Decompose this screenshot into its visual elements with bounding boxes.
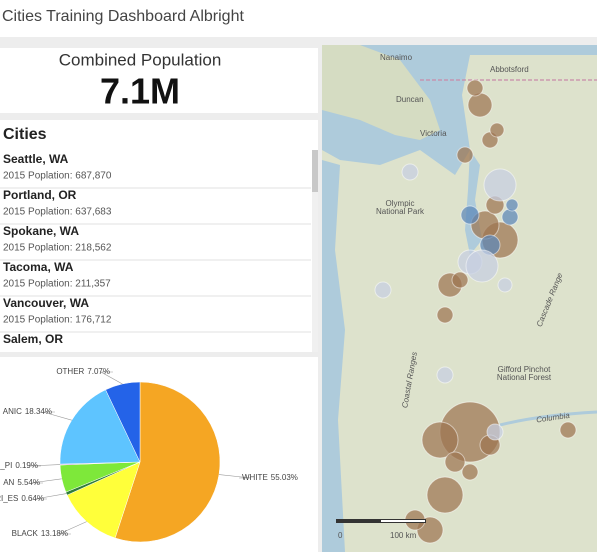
bubble: [467, 92, 493, 118]
indicator-title: Combined Population: [59, 50, 222, 69]
bubble: [436, 366, 454, 384]
bubble: [465, 249, 499, 283]
pie-label-category: OTHER: [56, 367, 84, 376]
pie-label-value: 0.64%: [21, 494, 44, 503]
leader-line: [58, 521, 87, 535]
indicator-panel: [0, 48, 318, 113]
pie-label-value: 18.34%: [25, 407, 52, 416]
bubble: [486, 423, 504, 441]
city-name: Tacoma, WA: [3, 260, 74, 274]
bubble: [444, 451, 466, 473]
city-name: Vancouver, WA: [3, 296, 89, 310]
scrollbar-thumb[interactable]: [312, 150, 318, 192]
pie-label-value: 0.19%: [15, 461, 38, 470]
leader-line: [34, 493, 67, 500]
island: [322, 45, 440, 140]
pie-label-value: 55.03%: [271, 473, 298, 482]
map-label: National Park: [376, 207, 425, 216]
map-label: National Forest: [497, 373, 552, 382]
pie-label: OTHER 7.07%: [56, 367, 110, 376]
map-label: Abbotsford: [490, 65, 529, 74]
pie-label-category: RI_ES: [0, 494, 18, 503]
pie-label: _PI 0.19%: [0, 461, 38, 470]
pie-label: BLACK 13.18%: [12, 529, 68, 538]
list-panel: [0, 120, 318, 352]
pie-label-category: WHITE: [242, 473, 268, 482]
map-label: Gifford Pinchot: [498, 365, 552, 374]
pie-slice: [59, 389, 141, 465]
leader-line: [28, 464, 61, 467]
bubble: [466, 79, 484, 97]
map-label: Nanaimo: [380, 53, 413, 62]
bubble: [501, 208, 519, 226]
pie-label-value: 5.54%: [17, 478, 40, 487]
ocean: [322, 160, 345, 552]
bubble: [426, 476, 464, 514]
city-name: Seattle, WA: [3, 152, 69, 166]
city-list: Seattle, WA 2015 Poplation: 687,870 Portla…: [0, 152, 311, 346]
city-item[interactable]: Tacoma, WA 2015 Poplation: 211,357: [0, 260, 311, 297]
scale-bar-segment: [381, 520, 425, 522]
leader-line: [218, 474, 252, 479]
city-name: Spokane, WA: [3, 224, 79, 238]
city-name: Salem, OR: [3, 332, 63, 346]
pie-slice: [66, 461, 141, 539]
bubble: [401, 163, 419, 181]
map-label: Olympic: [386, 199, 415, 208]
bubble: [451, 271, 469, 289]
pie-label: ANIC 18.34%: [3, 407, 52, 416]
pie-label: AN 5.54%: [3, 478, 40, 487]
bubble: [483, 168, 517, 202]
city-item[interactable]: Salem, OR: [3, 332, 63, 346]
pie-label-category: _PI: [0, 461, 12, 470]
pie-label-category: ANIC: [3, 407, 22, 416]
city-item[interactable]: Vancouver, WA 2015 Poplation: 176,712: [0, 296, 311, 333]
map-label: Duncan: [396, 95, 424, 104]
map-label: Victoria: [420, 129, 447, 138]
header: [0, 0, 597, 37]
bubble: [505, 198, 519, 212]
bubble: [436, 306, 454, 324]
pie-label-value: 13.18%: [41, 529, 68, 538]
bubble: [374, 281, 392, 299]
pie-label-value: 7.07%: [87, 367, 110, 376]
pie-label: RI_ES0.64%: [0, 494, 44, 503]
city-detail: 2015 Poplation: 176,712: [3, 315, 112, 326]
bubble: [497, 277, 513, 293]
city-detail: 2015 Poplation: 637,683: [3, 207, 112, 218]
leader-line: [30, 478, 62, 484]
pie-label-category: AN: [3, 478, 14, 487]
bubble: [456, 146, 474, 164]
pie-label: WHITE 55.03%: [242, 473, 298, 482]
scale-label: 0: [338, 531, 343, 540]
bubbles: [374, 79, 577, 544]
city-detail: 2015 Poplation: 687,870: [3, 171, 112, 182]
city-name: Portland, OR: [3, 188, 77, 202]
city-item[interactable]: Seattle, WA 2015 Poplation: 687,870: [0, 152, 311, 189]
city-item[interactable]: Spokane, WA 2015 Poplation: 218,562: [0, 224, 311, 261]
pie-slice: [105, 381, 141, 463]
bubble: [461, 463, 479, 481]
city-detail: 2015 Poplation: 218,562: [3, 243, 112, 254]
leader-line: [42, 411, 72, 421]
bubble: [489, 122, 505, 138]
scrollbar-track: [312, 150, 318, 352]
bubble: [421, 421, 459, 459]
pie-label-category: BLACK: [12, 529, 39, 538]
map[interactable]: Nanaimo Abbotsford Duncan Victoria Olymp…: [322, 45, 597, 552]
river: [499, 410, 597, 427]
list-title: Cities: [3, 126, 47, 143]
scale-label: 100 km: [390, 531, 417, 540]
city-item[interactable]: Portland, OR 2015 Poplation: 637,683: [0, 188, 311, 225]
header-title: Cities Training Dashboard Albright: [2, 8, 244, 25]
indicator-value: 7.1M: [100, 71, 180, 112]
leader-line: [99, 371, 123, 385]
bubble: [460, 205, 480, 225]
bubble: [559, 421, 577, 439]
city-detail: 2015 Poplation: 211,357: [3, 279, 111, 290]
